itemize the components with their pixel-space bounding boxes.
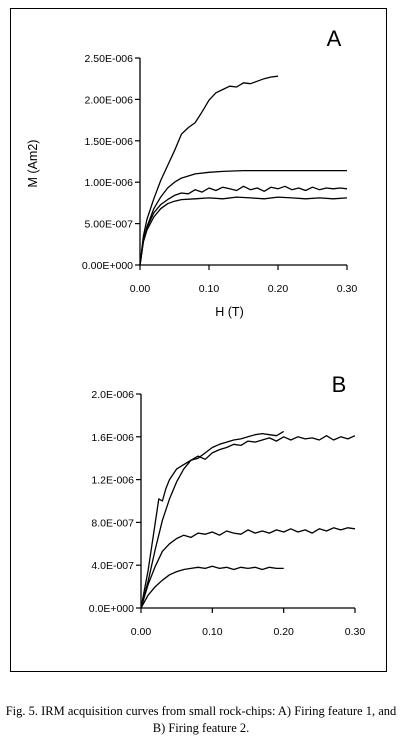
y-tick-label: 8.0E-007 [91,517,134,529]
y-tick-label: 5.00E-007 [85,219,134,231]
x-tick-label: 0.00 [131,626,152,638]
series-line-2 [140,435,356,609]
chart-panel-b: 0.0E+000 4.0E-007 8.0E-007 1.2E-006 1.6E-006… [89,372,366,638]
figure-charts: 0.00E+000 5.00E-007 1.00E-006 1.50E-006 2.00… [26,26,366,638]
series-line-3 [140,527,356,609]
y-tick-label: 0.0E+000 [89,603,134,615]
x-tick-label: 0.00 [130,283,151,295]
series-line-2 [139,169,347,266]
x-tick-label: 0.30 [345,626,366,638]
figure-caption: Fig. 5. IRM acquisition curves from smal… [5,704,397,735]
y-tick-label: 1.2E-006 [91,475,134,487]
y-axis-title: M (Am2) [26,140,40,188]
x-tick-label: 0.30 [337,283,358,295]
y-tick-label: 2.00E-006 [85,94,134,106]
series-line-1 [140,430,285,609]
figure-frame [10,8,387,672]
chart-panel-a: 0.00E+000 5.00E-007 1.00E-006 1.50E-006 2.00… [26,26,357,319]
x-tick-label: 0.20 [268,283,289,295]
series-line-1 [139,75,279,266]
y-tick-label: 1.50E-006 [85,136,134,148]
panel-label: B [332,372,347,397]
x-tick-label: 0.20 [273,626,294,638]
series-line-4 [139,196,348,266]
series-line-3 [139,185,348,266]
x-axis-title: H (T) [215,305,243,319]
y-tick-label: 1.00E-006 [85,177,134,189]
y-tick-label: 1.6E-006 [91,432,134,444]
panel-label: A [327,26,342,51]
y-tick-label: 0.00E+000 [82,260,133,272]
y-tick-label: 2.50E-006 [85,53,134,65]
x-tick-label: 0.10 [199,283,220,295]
y-tick-label: 2.0E-006 [91,389,134,401]
series-line-4 [140,565,284,609]
x-tick-label: 0.10 [202,626,223,638]
y-tick-label: 4.0E-007 [91,560,134,572]
